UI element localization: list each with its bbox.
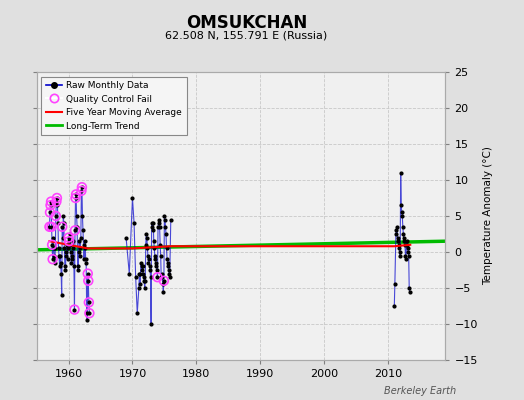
Point xyxy=(46,209,54,216)
Point xyxy=(84,270,92,277)
Point xyxy=(52,198,61,205)
Point xyxy=(84,278,93,284)
Text: OMSUKCHAN: OMSUKCHAN xyxy=(185,14,307,32)
Point xyxy=(48,242,56,248)
Point xyxy=(154,274,162,280)
Point xyxy=(64,234,73,241)
Point xyxy=(78,184,86,190)
Point xyxy=(71,227,79,234)
Point xyxy=(72,191,80,198)
Point xyxy=(85,299,93,306)
Y-axis label: Temperature Anomaly (°C): Temperature Anomaly (°C) xyxy=(483,146,494,286)
Point xyxy=(52,213,60,219)
Legend: Raw Monthly Data, Quality Control Fail, Five Year Moving Average, Long-Term Tren: Raw Monthly Data, Quality Control Fail, … xyxy=(41,76,187,135)
Point xyxy=(77,188,85,194)
Point xyxy=(53,195,61,201)
Point xyxy=(58,224,67,230)
Point xyxy=(46,202,54,208)
Point xyxy=(71,195,80,201)
Point xyxy=(85,310,94,316)
Point xyxy=(70,306,79,313)
Text: 62.508 N, 155.791 E (Russia): 62.508 N, 155.791 E (Russia) xyxy=(165,30,328,40)
Point xyxy=(47,198,55,205)
Point xyxy=(160,278,168,284)
Point xyxy=(47,224,56,230)
Point xyxy=(45,224,53,230)
Point xyxy=(65,238,73,244)
Point xyxy=(48,256,57,262)
Text: Berkeley Earth: Berkeley Earth xyxy=(384,386,456,396)
